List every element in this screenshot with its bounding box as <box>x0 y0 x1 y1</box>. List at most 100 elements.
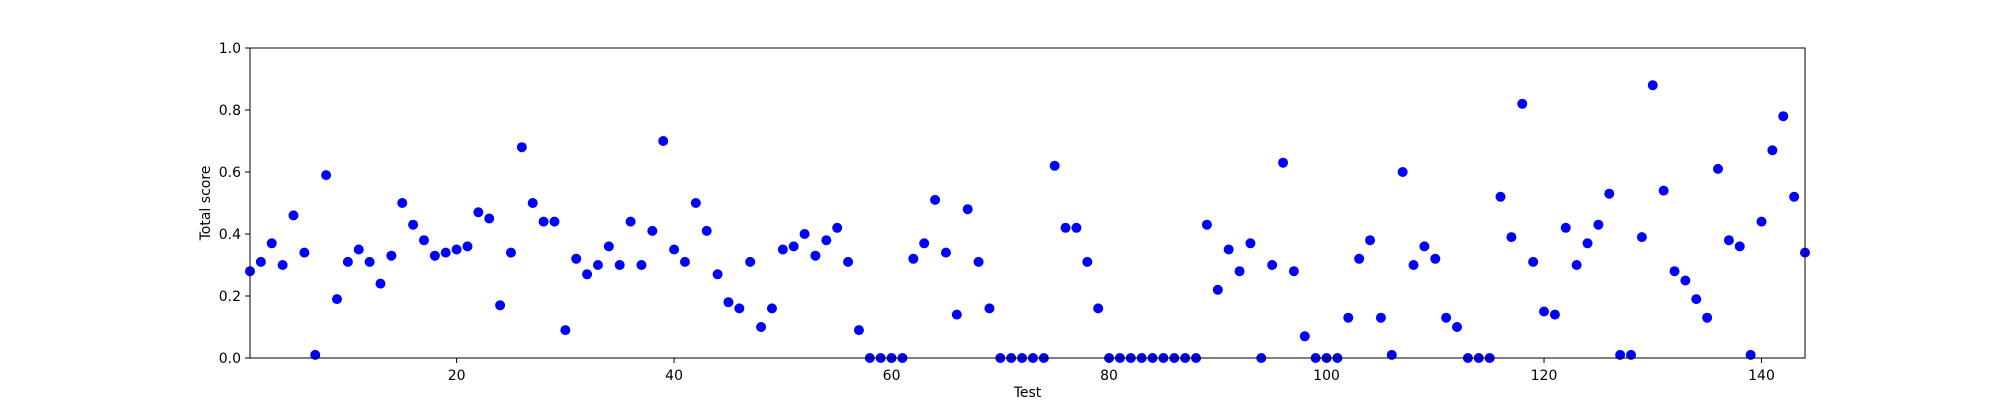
data-point <box>462 241 473 252</box>
data-point <box>582 269 593 280</box>
data-point <box>1669 266 1680 277</box>
data-point <box>973 256 984 267</box>
data-point <box>1539 306 1550 317</box>
data-point <box>930 194 941 205</box>
data-point <box>592 260 603 270</box>
data-point <box>1419 241 1430 252</box>
data-point <box>614 260 625 270</box>
data-point <box>799 229 810 239</box>
data-point <box>1528 256 1539 267</box>
data-point <box>1745 349 1756 360</box>
y-axis-title: Total score <box>198 166 214 242</box>
data-point <box>984 303 995 314</box>
data-point <box>408 219 419 230</box>
x-tick-label: 140 <box>1748 368 1775 384</box>
data-point <box>712 269 723 280</box>
data-point <box>516 142 527 153</box>
data-point <box>1626 349 1637 360</box>
data-point <box>951 309 962 320</box>
data-point <box>647 225 658 236</box>
data-point <box>679 256 690 267</box>
data-point <box>429 250 440 261</box>
x-tick-label: 40 <box>665 368 683 384</box>
data-point <box>386 250 397 261</box>
data-point <box>1234 266 1245 277</box>
data-point <box>364 256 375 267</box>
data-point <box>397 198 408 208</box>
data-point <box>1441 312 1452 323</box>
data-point <box>701 225 712 236</box>
data-point <box>1299 331 1310 342</box>
data-point <box>1093 303 1104 314</box>
data-point <box>723 297 734 308</box>
data-point <box>527 198 538 208</box>
data-point <box>1789 191 1800 202</box>
data-point <box>375 278 386 289</box>
data-point <box>962 204 973 215</box>
y-tick-label: 0.8 <box>219 103 241 119</box>
x-tick-label: 20 <box>448 368 466 384</box>
data-point <box>843 256 854 267</box>
data-point <box>1201 219 1212 230</box>
data-point <box>919 238 930 249</box>
data-point <box>1386 349 1397 360</box>
data-point <box>353 244 364 255</box>
data-point <box>1397 167 1408 177</box>
data-point <box>1702 312 1713 323</box>
data-point <box>1647 80 1658 91</box>
data-point <box>1212 284 1223 295</box>
data-point <box>766 303 777 314</box>
data-point <box>255 256 266 267</box>
data-point <box>1549 309 1560 320</box>
data-point <box>560 325 571 336</box>
data-point <box>495 300 506 311</box>
data-point <box>1452 322 1463 332</box>
data-point <box>734 303 745 314</box>
data-point <box>603 241 614 252</box>
y-tick-label: 0.0 <box>219 351 241 367</box>
x-tick-label: 60 <box>883 368 901 384</box>
data-point <box>832 222 843 233</box>
data-point <box>310 349 321 360</box>
data-point <box>745 256 756 267</box>
data-point <box>1615 349 1626 360</box>
data-point <box>1430 253 1441 264</box>
data-point <box>451 244 462 255</box>
data-point <box>821 235 832 246</box>
data-point <box>1049 160 1060 171</box>
data-point <box>299 247 310 258</box>
data-point <box>1278 157 1289 168</box>
data-point <box>1560 222 1571 233</box>
data-point <box>853 325 864 336</box>
data-point <box>1082 256 1093 267</box>
x-tick-label: 120 <box>1531 368 1558 384</box>
data-point <box>1778 111 1789 122</box>
data-point <box>484 213 495 224</box>
y-tick-label: 1.0 <box>219 41 241 57</box>
data-point <box>1756 216 1767 227</box>
data-point <box>1060 222 1071 233</box>
data-point <box>788 241 799 252</box>
plot-frame <box>249 47 1806 359</box>
data-points <box>245 80 1810 363</box>
data-point <box>1408 260 1419 270</box>
x-axis-ticks: 20 40 60 80 100 120 140 <box>448 358 1775 384</box>
data-point <box>1375 312 1386 323</box>
data-point <box>549 216 560 227</box>
data-point <box>331 294 342 305</box>
data-point <box>321 170 332 181</box>
data-point <box>505 247 516 258</box>
data-point <box>266 238 277 249</box>
x-tick-label: 80 <box>1100 368 1118 384</box>
data-point <box>1365 235 1376 246</box>
x-axis-title: Test <box>1013 385 1042 400</box>
data-point <box>1071 222 1082 233</box>
data-point <box>1343 312 1354 323</box>
y-tick-label: 0.4 <box>219 227 241 243</box>
data-point <box>636 260 647 270</box>
data-point <box>940 247 951 258</box>
data-point <box>1658 185 1669 196</box>
data-point <box>440 247 451 258</box>
data-point <box>1691 294 1702 305</box>
